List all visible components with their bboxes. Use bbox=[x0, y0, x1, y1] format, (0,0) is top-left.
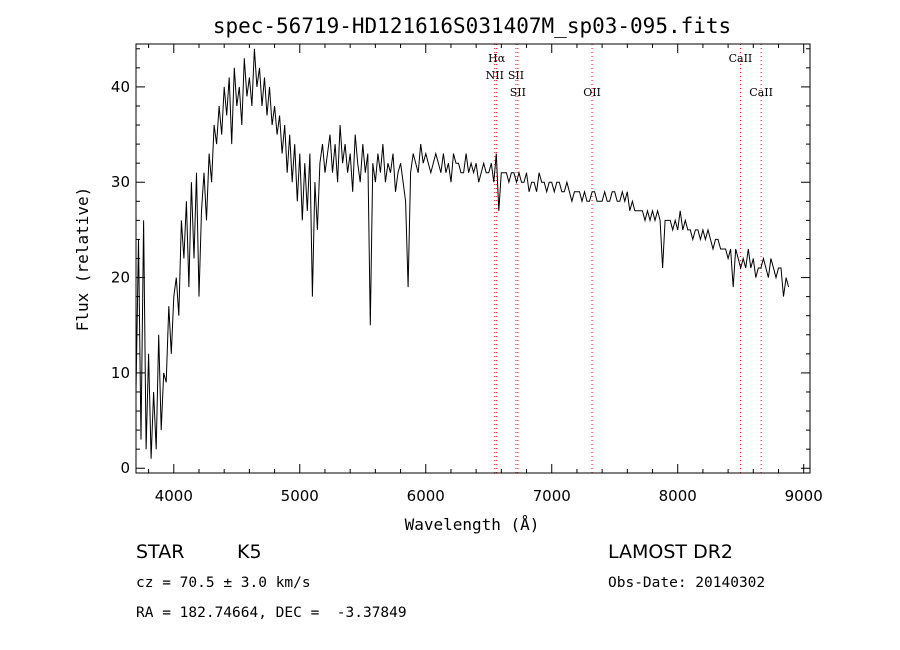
plot-frame bbox=[135, 43, 811, 474]
x-tick-label: 6000 bbox=[407, 487, 445, 505]
spectral-line-label: SII bbox=[510, 86, 526, 99]
cz-plus-minus: ± bbox=[223, 575, 233, 591]
y-tick-label: 0 bbox=[120, 459, 130, 477]
spectral-line-label: CaII bbox=[729, 52, 753, 65]
cz-value: cz = 70.5 bbox=[136, 575, 224, 591]
y-tick-label: 20 bbox=[111, 269, 130, 287]
spectrum-line bbox=[135, 48, 790, 459]
x-tick-label: 5000 bbox=[281, 487, 319, 505]
object-subclass: K5 bbox=[237, 541, 262, 563]
y-tick-label: 10 bbox=[111, 364, 130, 382]
redshift-velocity: cz = 70.5 ± 3.0 km/s bbox=[136, 575, 311, 591]
object-class: STAR bbox=[136, 541, 185, 563]
chart-title: spec-56719-HD121616S031407M_sp03-095.fit… bbox=[213, 14, 731, 38]
y-tick-label: 30 bbox=[111, 173, 130, 191]
spectral-line-label: CaII bbox=[749, 86, 773, 99]
x-tick-label: 8000 bbox=[659, 487, 697, 505]
ra-dec-coordinates: RA = 182.74664, DEC = -3.37849 bbox=[136, 605, 407, 621]
spectrum-series bbox=[135, 48, 790, 459]
spectral-line-markers: Hα NII SII SII OII CaII CaII bbox=[486, 44, 773, 473]
axis-ticks: 4000 5000 6000 7000 8000 9000 0 10 20 30 40 bbox=[111, 44, 823, 505]
x-tick-label: 7000 bbox=[533, 487, 571, 505]
observation-date: Obs-Date: 20140302 bbox=[608, 575, 766, 591]
spectral-line-label: OII bbox=[583, 86, 601, 99]
spectral-line-label: Hα bbox=[488, 52, 506, 65]
spectral-line-label: NII bbox=[486, 69, 504, 82]
y-axis-label: Flux (relative) bbox=[73, 187, 92, 332]
y-tick-label: 40 bbox=[111, 78, 130, 96]
x-tick-label: 4000 bbox=[155, 487, 193, 505]
survey-release: LAMOST DR2 bbox=[608, 541, 733, 563]
x-tick-label: 9000 bbox=[785, 487, 823, 505]
spectral-line-label: SII bbox=[508, 69, 524, 82]
x-axis-label: Wavelength (Å) bbox=[405, 515, 540, 534]
cz-error: 3.0 km/s bbox=[232, 575, 311, 591]
